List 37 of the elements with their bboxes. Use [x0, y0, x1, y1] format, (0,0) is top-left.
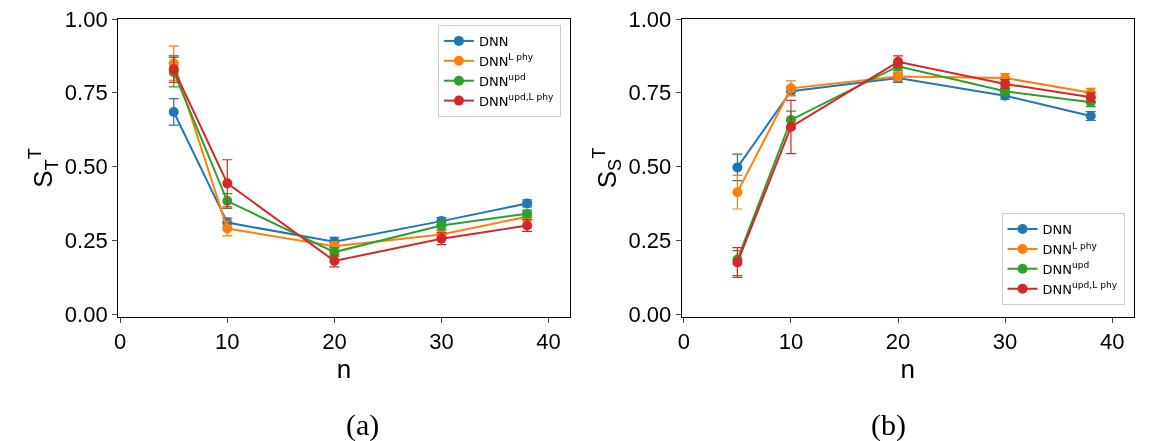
legend-label: DNN: [478, 33, 509, 49]
text: (a): [346, 408, 380, 441]
x-tick-label: 40: [1099, 329, 1125, 355]
legend-label: DNN$^{upd,L phy}$: [478, 92, 555, 109]
x-tick-label: 10: [215, 329, 240, 355]
legend-label: DNN$^{L phy}$: [1042, 240, 1098, 257]
y-tick-label: 1.00: [64, 6, 108, 32]
legend-label: DNN$^{upd}$: [1042, 260, 1090, 277]
x-axis-title: n: [900, 354, 915, 385]
x-tick-label: 0: [114, 329, 127, 355]
point: [732, 187, 743, 198]
x-tick-label: 30: [429, 329, 454, 355]
point: [168, 106, 179, 117]
y-tick-label: 0.25: [628, 227, 672, 253]
y-tick-label: 0.50: [628, 154, 672, 180]
y-tick-label: 0.50: [64, 154, 108, 180]
y-tick-label: 0.75: [628, 80, 672, 106]
x-tick-label: 20: [885, 329, 911, 355]
legend-label: DNN$^{L phy}$: [478, 52, 534, 69]
point: [222, 178, 233, 189]
y-tick-label: 0.25: [64, 227, 108, 253]
x-tick-label: 40: [536, 329, 561, 355]
y-tick-label: 0.00: [628, 301, 672, 327]
legend-label: DNN: [1042, 222, 1073, 238]
x-tick-label: 10: [778, 329, 804, 355]
x-tick-label: 30: [992, 329, 1018, 355]
y-tick-label: 0.00: [64, 301, 108, 327]
legend-label: DNN$^{upd}$: [478, 72, 526, 89]
legend-label: DNN$^{upd,L phy}$: [1042, 280, 1118, 297]
x-tick-label: 20: [322, 329, 347, 355]
point: [785, 121, 796, 132]
text: (b): [871, 408, 906, 441]
x-axis-title: n: [336, 354, 352, 385]
y-tick-label: 1.00: [628, 6, 672, 32]
x-tick-label: 0: [677, 329, 691, 355]
y-tick-label: 0.75: [64, 80, 108, 106]
point: [732, 162, 743, 173]
